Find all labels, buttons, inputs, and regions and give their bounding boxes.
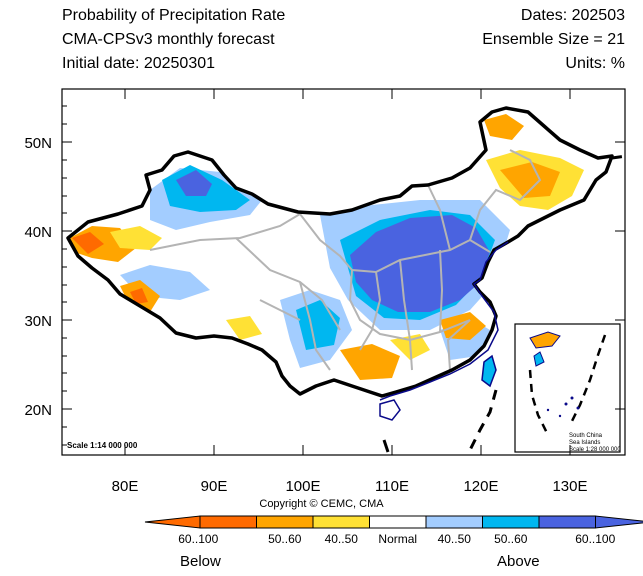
above-60-100-region xyxy=(176,170,212,196)
lat-label: 50N xyxy=(24,135,52,152)
below-60-100-region xyxy=(130,288,148,304)
legend-bin-label: 60..100 xyxy=(575,532,616,546)
legend-swatch-below xyxy=(199,515,257,529)
lon-label: 130E xyxy=(552,478,587,495)
lon-label: 110E xyxy=(375,478,409,495)
axis-ticks xyxy=(62,89,625,455)
dashed-border xyxy=(611,154,625,160)
below-60-100-region xyxy=(72,232,104,254)
lon-label: 100E xyxy=(285,478,320,495)
copyright: Copyright © CEMC, CMA xyxy=(259,498,384,510)
dashed-border xyxy=(382,439,390,453)
below-50-60-region xyxy=(340,344,400,380)
legend-left-triangle xyxy=(144,515,201,529)
coastline xyxy=(379,241,509,401)
inset-label-line2: Sea Islands xyxy=(569,440,600,446)
above-label: Above xyxy=(497,553,540,570)
map-scale: Scale 1:14 000 000 xyxy=(67,441,138,450)
map-title: Probability of Precipitation Rate xyxy=(62,7,286,24)
ensemble-size: Ensemble Size = 21 xyxy=(482,31,625,48)
legend-swatch-below xyxy=(256,515,314,529)
lat-label: 20N xyxy=(24,402,52,419)
legend-bin-label: 40..50 xyxy=(324,532,358,546)
legend-swatch-normal xyxy=(369,515,427,529)
hainan-island xyxy=(379,399,401,421)
legend-colorbar xyxy=(144,515,643,529)
legend-swatch-above xyxy=(425,515,483,529)
forecast-dates: Dates: 202503 xyxy=(520,7,625,24)
latitude-labels: 50N 40N 30N 20N xyxy=(24,135,52,419)
legend-bin-label: 40..50 xyxy=(437,532,471,546)
model-subtitle: CMA-CPSv3 monthly forecast xyxy=(62,31,275,48)
below-50-60-region xyxy=(484,114,524,140)
inset-scale: Scale 1:28 000 000 xyxy=(569,447,621,453)
legend-bin-label: Normal xyxy=(378,532,418,546)
below-40-50-region xyxy=(226,316,262,340)
lat-label: 40N xyxy=(24,224,52,241)
lon-label: 120E xyxy=(463,478,498,495)
lat-label: 30N xyxy=(24,313,52,330)
above-60-100-region xyxy=(350,215,490,312)
initial-date: Initial date: 20250301 xyxy=(62,55,216,72)
taiwan-island xyxy=(481,354,497,388)
lon-label: 90E xyxy=(201,478,228,495)
below-40-50-region xyxy=(110,226,162,250)
legend-bin-label: 50..60 xyxy=(494,532,528,546)
longitude-labels: 80E 90E 100E 110E 120E 130E xyxy=(112,478,588,495)
inset-label-line1: South China xyxy=(569,433,603,439)
units-label: Units: % xyxy=(565,55,625,72)
province-boundaries xyxy=(149,149,542,371)
lon-label: 80E xyxy=(112,478,139,495)
legend-swatch-below xyxy=(312,515,370,529)
legend-bin-label: 60..100 xyxy=(178,532,219,546)
legend-bin-label: 50..60 xyxy=(268,532,302,546)
map-border xyxy=(61,88,626,456)
china-border xyxy=(66,106,614,398)
legend-swatch-above xyxy=(482,515,540,529)
below-50-60-region xyxy=(500,162,560,198)
legend-right-triangle xyxy=(595,515,643,529)
legend-swatch-above xyxy=(538,515,596,529)
south-china-sea-inset: South China Sea Islands Scale 1:28 000 0… xyxy=(514,323,621,453)
dashed-border xyxy=(468,389,498,451)
below-label: Below xyxy=(180,553,221,570)
